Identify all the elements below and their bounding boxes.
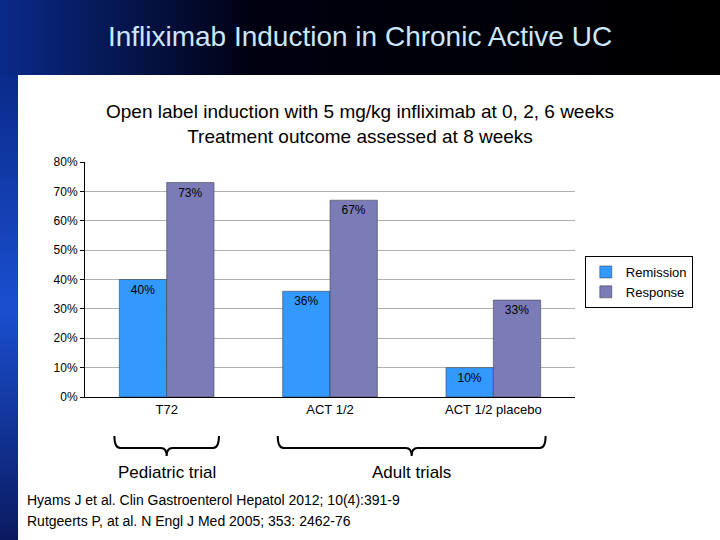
svg-text:10%: 10% bbox=[54, 361, 78, 375]
svg-text:Pediatric trial: Pediatric trial bbox=[118, 463, 216, 482]
svg-text:40%: 40% bbox=[131, 283, 155, 297]
svg-text:73%: 73% bbox=[178, 186, 202, 200]
svg-text:67%: 67% bbox=[342, 203, 366, 217]
svg-text:T72: T72 bbox=[155, 402, 177, 417]
svg-text:Open label induction with 5 mg: Open label induction with 5 mg/kg inflix… bbox=[106, 101, 614, 147]
svg-text:Rutgeerts P, at al. N Engl J M: Rutgeerts P, at al. N Engl J Med 2005; 3… bbox=[27, 513, 351, 529]
svg-text:ACT 1/2 placebo: ACT 1/2 placebo bbox=[445, 402, 542, 417]
svg-text:0%: 0% bbox=[60, 390, 78, 404]
svg-text:Hyams J et al. Clin Gastroente: Hyams J et al. Clin Gastroenterol Hepato… bbox=[27, 492, 400, 508]
svg-text:60%: 60% bbox=[54, 214, 78, 228]
svg-text:33%: 33% bbox=[505, 303, 529, 317]
svg-text:30%: 30% bbox=[54, 302, 78, 316]
svg-text:36%: 36% bbox=[294, 294, 318, 308]
svg-text:20%: 20% bbox=[54, 331, 78, 345]
svg-text:10%: 10% bbox=[457, 371, 481, 385]
svg-text:Response: Response bbox=[626, 285, 685, 300]
svg-text:Infliximab Induction in Chroni: Infliximab Induction in Chronic Active U… bbox=[108, 21, 612, 52]
svg-text:80%: 80% bbox=[54, 155, 78, 169]
svg-text:70%: 70% bbox=[54, 185, 78, 199]
svg-text:Remission: Remission bbox=[626, 265, 687, 280]
svg-text:Adult trials: Adult trials bbox=[372, 463, 451, 482]
svg-text:ACT 1/2: ACT 1/2 bbox=[306, 402, 353, 417]
svg-text:40%: 40% bbox=[54, 273, 78, 287]
svg-text:50%: 50% bbox=[54, 243, 78, 257]
